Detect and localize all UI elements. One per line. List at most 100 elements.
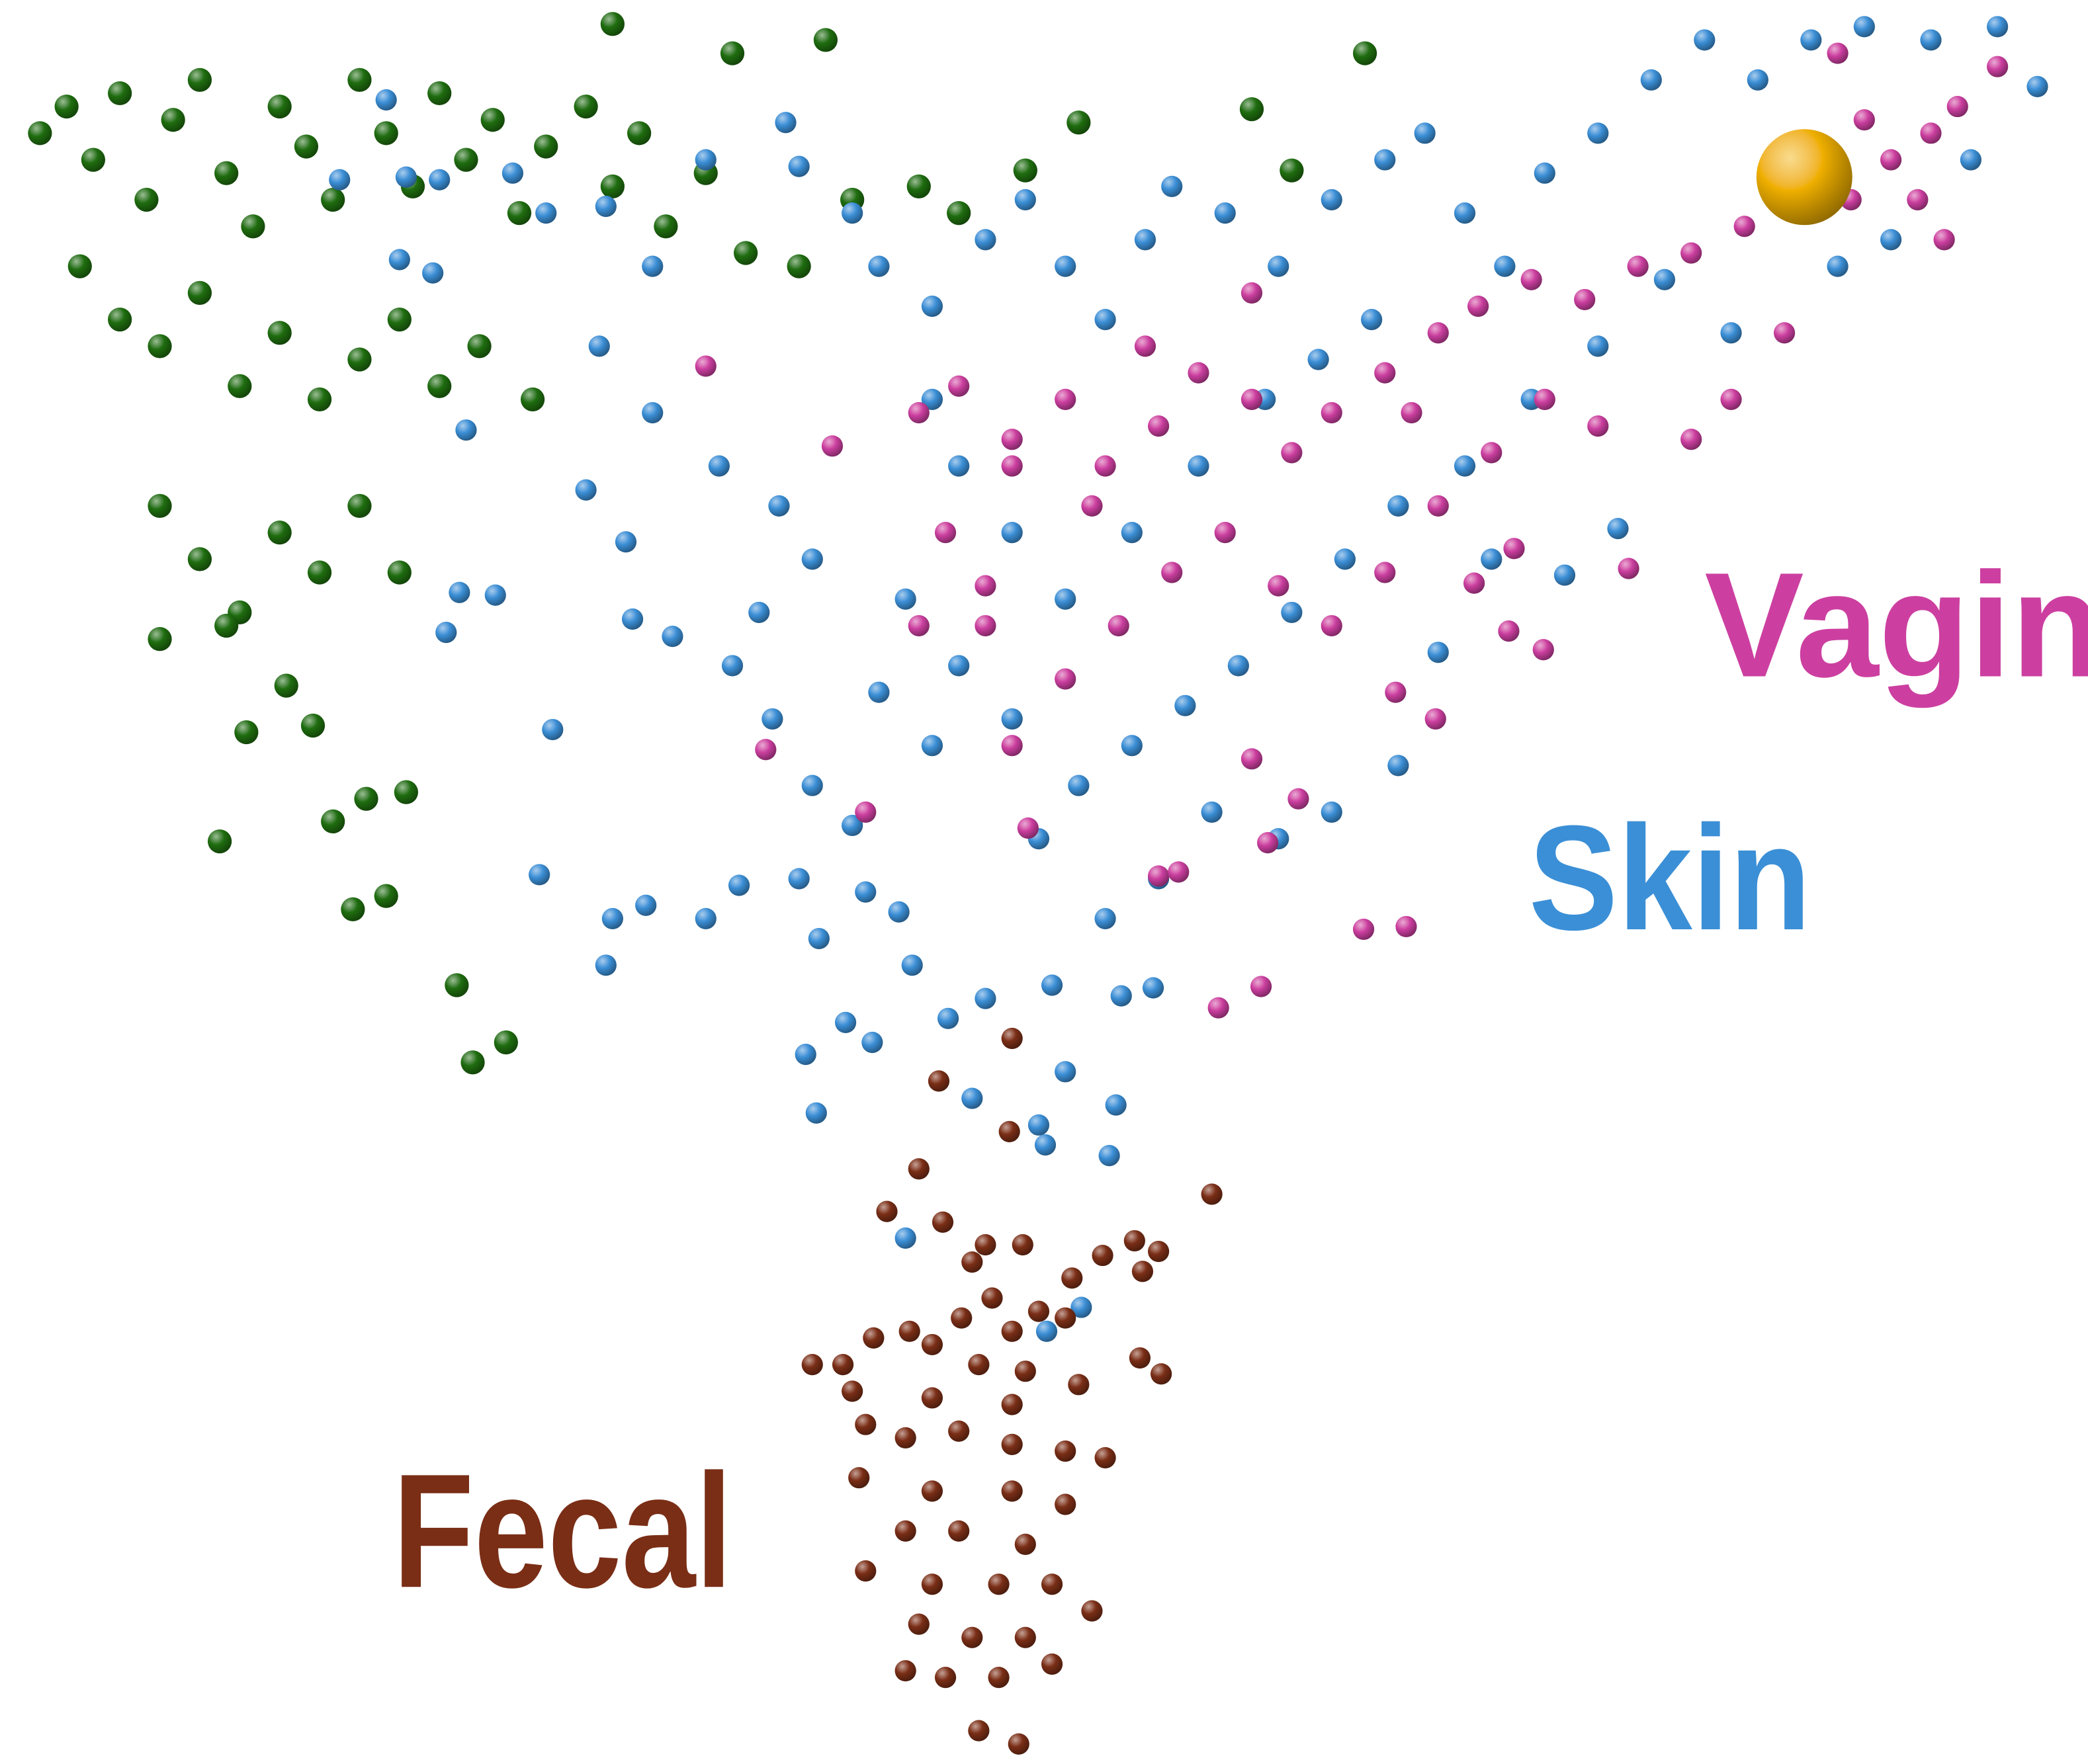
point	[948, 655, 970, 677]
point	[54, 94, 79, 119]
point	[908, 401, 930, 424]
point	[981, 1287, 1003, 1309]
point	[1061, 1267, 1083, 1289]
point	[1747, 69, 1768, 91]
point	[542, 718, 564, 741]
point	[951, 1307, 973, 1329]
point	[788, 868, 810, 890]
point	[1494, 255, 1516, 277]
point	[28, 121, 52, 146]
point	[1201, 801, 1223, 823]
point	[507, 200, 532, 226]
point	[341, 897, 365, 921]
point	[422, 262, 444, 284]
point	[1733, 216, 1755, 237]
point	[868, 255, 890, 277]
point	[449, 581, 470, 603]
point	[1081, 1600, 1103, 1622]
point	[1653, 269, 1676, 290]
point	[1880, 229, 1902, 251]
point	[207, 829, 232, 854]
point	[988, 1667, 1010, 1689]
point	[1987, 56, 2009, 77]
point	[595, 954, 617, 976]
point	[1013, 158, 1037, 183]
point	[695, 355, 717, 377]
point	[842, 202, 863, 224]
point	[347, 347, 372, 372]
point	[1240, 282, 1263, 304]
point	[1188, 362, 1209, 384]
point	[932, 1211, 954, 1233]
point	[1627, 255, 1649, 277]
point	[1553, 564, 1576, 586]
point	[775, 112, 797, 134]
point	[621, 608, 644, 630]
point	[321, 187, 345, 212]
point	[387, 560, 412, 585]
point	[635, 894, 657, 916]
point	[595, 195, 617, 218]
point	[388, 249, 410, 271]
point	[908, 1158, 930, 1180]
point	[1055, 1307, 1076, 1329]
point	[842, 814, 863, 837]
point	[1092, 1244, 1113, 1267]
point	[1108, 614, 1129, 637]
point	[1121, 522, 1143, 544]
point	[1321, 189, 1342, 211]
point	[1027, 1114, 1050, 1136]
point	[1001, 429, 1023, 450]
point	[1134, 229, 1156, 251]
point	[214, 613, 239, 638]
point	[600, 12, 625, 36]
point	[1481, 548, 1502, 570]
point	[1454, 202, 1476, 224]
point	[1587, 335, 1609, 357]
point	[998, 1120, 1020, 1142]
point	[1467, 295, 1489, 317]
point	[1618, 558, 1639, 579]
point	[1321, 614, 1342, 637]
point	[642, 401, 664, 424]
point	[427, 81, 452, 106]
point	[855, 1413, 877, 1435]
point	[1134, 335, 1156, 357]
point	[307, 560, 332, 585]
point	[695, 149, 717, 171]
point	[1041, 1574, 1063, 1595]
point	[1055, 588, 1076, 610]
point	[1880, 149, 1902, 171]
point	[300, 713, 326, 738]
point	[787, 254, 811, 278]
point	[761, 708, 783, 730]
point	[1201, 1183, 1223, 1205]
point	[2026, 75, 2048, 97]
point	[187, 280, 212, 305]
point	[975, 987, 996, 1009]
skin-label: Skin	[1529, 794, 1811, 961]
point	[832, 1354, 854, 1376]
point	[908, 614, 930, 637]
point	[708, 455, 730, 477]
point	[1257, 832, 1279, 854]
point	[1853, 16, 1875, 38]
point	[1503, 538, 1525, 560]
point	[1756, 129, 1852, 226]
point	[1147, 415, 1170, 437]
point	[615, 531, 637, 553]
point	[1334, 548, 1356, 570]
point	[307, 387, 332, 411]
point	[354, 786, 378, 811]
point	[1920, 29, 1942, 51]
point	[848, 1467, 870, 1489]
point	[1463, 572, 1485, 594]
point	[267, 521, 292, 545]
point	[1001, 1433, 1023, 1455]
point	[374, 121, 398, 146]
point	[1352, 918, 1375, 941]
point	[1424, 708, 1446, 730]
point	[574, 94, 598, 119]
